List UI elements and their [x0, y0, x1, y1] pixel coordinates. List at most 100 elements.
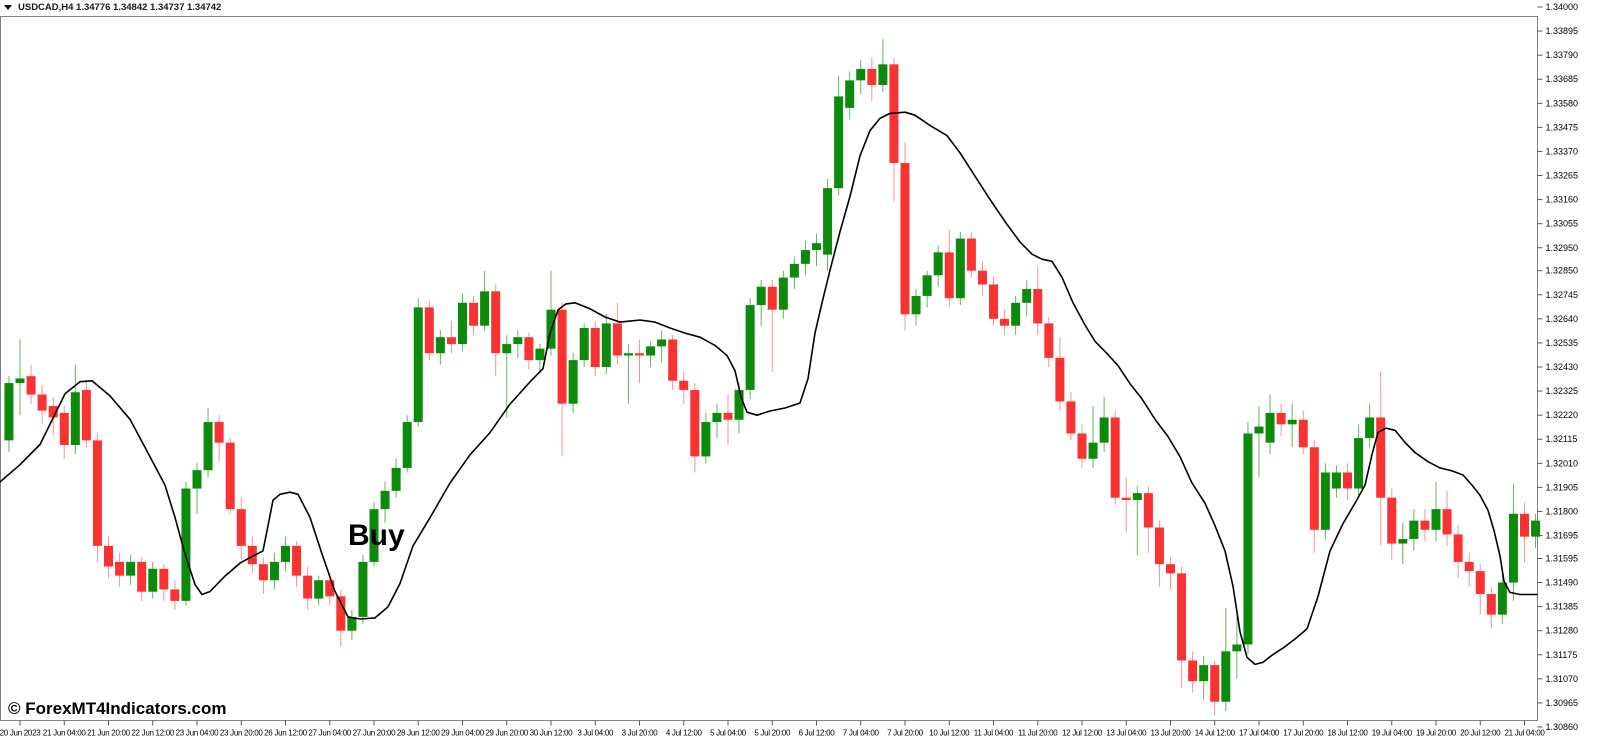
candle-body — [1199, 665, 1209, 682]
price-axis-label: 1.33265 — [1546, 171, 1579, 181]
candle-body — [922, 275, 932, 296]
time-axis-label: 29 Jun 20:00 — [485, 729, 529, 738]
candle-body — [1132, 493, 1142, 500]
candle-body — [1387, 497, 1397, 544]
candle-body — [37, 394, 47, 411]
candle-body — [1475, 571, 1485, 595]
price-axis-label: 1.31905 — [1546, 482, 1579, 492]
price-axis-label: 1.33790 — [1546, 50, 1579, 60]
price-axis-label: 1.33160 — [1546, 195, 1579, 205]
candle-body — [557, 309, 567, 404]
candle-body — [933, 252, 943, 276]
candle-body — [1088, 442, 1098, 459]
time-axis-label: 11 Jul 20:00 — [1018, 729, 1058, 738]
price-axis-label: 1.32010 — [1546, 458, 1579, 468]
candle-body — [1110, 417, 1120, 498]
time-axis-label: 17 Jul 04:00 — [1239, 729, 1280, 738]
candle-body — [601, 323, 611, 368]
candle-body — [225, 442, 235, 510]
candle-body — [812, 243, 822, 251]
candle-body — [369, 509, 379, 562]
candle-body — [646, 346, 656, 356]
candle-body — [1143, 493, 1153, 528]
candle-body — [966, 238, 976, 271]
candle-body — [4, 383, 14, 441]
price-axis-label: 1.33055 — [1546, 219, 1579, 229]
quote-header: USDCAD,H4 1.34776 1.34842 1.34737 1.3474… — [4, 2, 221, 13]
candle-body — [745, 305, 755, 390]
candle-body — [358, 561, 368, 617]
time-axis-label: 21 Jun 20:00 — [87, 729, 131, 738]
candle-body — [1177, 573, 1187, 661]
price-axis-label: 1.32535 — [1546, 338, 1579, 348]
time-axis-label: 13 Jul 04:00 — [1106, 729, 1147, 738]
candle-body — [325, 580, 335, 597]
candle-body — [336, 596, 346, 631]
candle-body — [269, 561, 279, 581]
candle-body — [424, 307, 434, 354]
candle-body — [1298, 419, 1308, 448]
candle-body — [137, 561, 147, 592]
candle-body — [756, 286, 766, 306]
candle-body — [1453, 534, 1463, 562]
price-axis-label: 1.33685 — [1546, 74, 1579, 84]
collapse-triangle-icon[interactable] — [4, 5, 12, 10]
candle-body — [900, 162, 910, 315]
time-axis-label: 20 Jul 12:00 — [1460, 729, 1501, 738]
candle-body — [1442, 509, 1452, 535]
candle-body — [159, 568, 169, 590]
candle-body — [1409, 520, 1419, 539]
candle-body — [590, 328, 600, 368]
candle-body — [535, 348, 545, 361]
candle-body — [977, 270, 987, 285]
candle-body — [59, 412, 69, 445]
time-axis-label: 18 Jul 12:00 — [1328, 729, 1369, 738]
price-axis-label: 1.31800 — [1546, 506, 1579, 516]
time-axis-label: 22 Jun 12:00 — [131, 729, 175, 738]
candle-body — [1520, 513, 1530, 537]
price-axis-label: 1.32430 — [1546, 362, 1579, 372]
candle-body — [911, 295, 921, 315]
time-axis-label: 13 Jul 20:00 — [1151, 729, 1192, 738]
candle-body — [48, 405, 58, 418]
candle-body — [1210, 665, 1220, 702]
candle-body — [690, 389, 700, 457]
candle-body — [778, 277, 788, 310]
candle-body — [1508, 513, 1518, 583]
candle-body — [568, 360, 578, 404]
price-axis-label: 1.32640 — [1546, 314, 1579, 324]
candle-body — [469, 302, 479, 326]
candle-body — [701, 422, 711, 457]
candle-body — [1188, 660, 1198, 682]
time-axis-label: 19 Jul 20:00 — [1416, 729, 1457, 738]
price-axis-label: 1.33895 — [1546, 26, 1579, 36]
candle-body — [292, 545, 302, 576]
time-axis-label: 20 Jun 2023 — [0, 729, 41, 738]
candle-body — [214, 422, 224, 443]
time-axis-label: 4 Jul 12:00 — [666, 729, 703, 738]
candle-body — [281, 545, 291, 562]
candle-body — [1343, 472, 1353, 489]
candle-body — [115, 561, 125, 576]
watermark-text: © ForexMT4Indicators.com — [8, 699, 227, 718]
price-axis-label: 1.32950 — [1546, 243, 1579, 253]
candle-body — [435, 337, 445, 354]
candle-body — [845, 80, 855, 108]
candle-body — [402, 422, 412, 468]
candle-body — [1431, 509, 1441, 530]
candle-body — [800, 250, 810, 264]
price-axis-label: 1.30965 — [1546, 698, 1579, 708]
candle-body — [1254, 426, 1264, 434]
time-axis-label: 7 Jul 04:00 — [843, 729, 880, 738]
candle-body — [612, 323, 622, 356]
candle-body — [955, 238, 965, 299]
time-axis-label: 26 Jun 12:00 — [264, 729, 308, 738]
time-axis-label: 23 Jun 20:00 — [220, 729, 264, 738]
candle-body — [1000, 318, 1010, 326]
candle-body — [944, 252, 954, 299]
time-axis-label: 3 Jul 04:00 — [577, 729, 614, 738]
time-axis-label: 5 Jul 20:00 — [754, 729, 791, 738]
candle-body — [81, 389, 91, 441]
